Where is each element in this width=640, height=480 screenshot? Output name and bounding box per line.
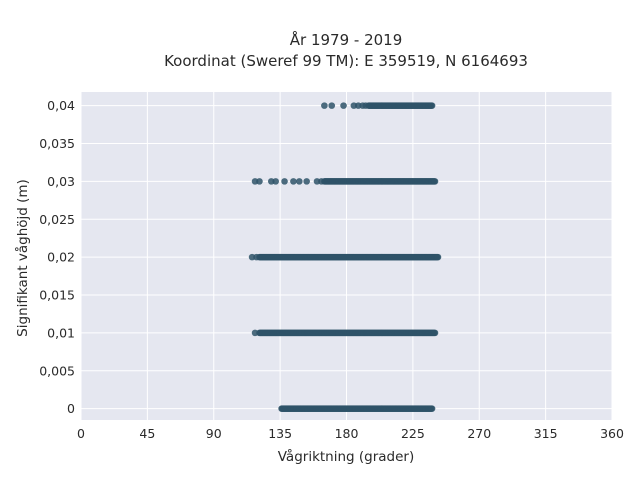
data-point	[290, 178, 297, 185]
x-tick-labels: 0 45 90 135 180 225 270 315 360	[77, 426, 624, 441]
y-tick-label: 0,035	[39, 136, 75, 151]
y-axis-label: Signifikant våghöjd (m)	[14, 179, 31, 337]
y-tick-label: 0,03	[47, 174, 75, 189]
x-tick-label: 90	[206, 426, 222, 441]
y-tick-label: 0	[67, 401, 75, 416]
data-point	[431, 178, 439, 185]
data-point	[328, 102, 336, 109]
x-tick-label: 0	[77, 426, 85, 441]
y-tick-label: 0,015	[39, 288, 75, 303]
data-point	[434, 253, 442, 261]
x-tick-label: 225	[401, 426, 425, 441]
y-tick-labels: 0 0,005 0,01 0,015 0,02 0,025 0,03 0,035 0,04	[39, 98, 75, 416]
data-point	[428, 405, 436, 412]
data-point	[431, 329, 439, 337]
y-tick-label: 0,025	[39, 212, 75, 227]
y-tick-label: 0,005	[39, 363, 75, 378]
y-tick-label: 0,02	[47, 250, 75, 265]
x-tick-label: 360	[600, 426, 624, 441]
x-tick-label: 315	[534, 426, 558, 441]
x-tick-label: 135	[268, 426, 292, 441]
data-point	[428, 102, 436, 109]
chart-title-line2: Koordinat (Sweref 99 TM): E 359519, N 61…	[164, 52, 528, 70]
data-point	[296, 178, 303, 185]
x-tick-label: 270	[467, 426, 491, 441]
data-point	[340, 102, 347, 109]
x-tick-label: 180	[335, 426, 359, 441]
x-axis-label: Vågriktning (grader)	[278, 448, 415, 465]
data-point	[256, 178, 263, 185]
data-point	[321, 102, 328, 109]
data-points	[248, 102, 442, 412]
y-tick-label: 0,04	[47, 98, 75, 113]
data-point	[272, 178, 280, 185]
chart-title-line1: År 1979 - 2019	[290, 30, 403, 49]
x-tick-label: 45	[139, 426, 155, 441]
data-point	[281, 178, 288, 185]
y-tick-label: 0,01	[47, 325, 75, 340]
data-point	[303, 178, 310, 185]
